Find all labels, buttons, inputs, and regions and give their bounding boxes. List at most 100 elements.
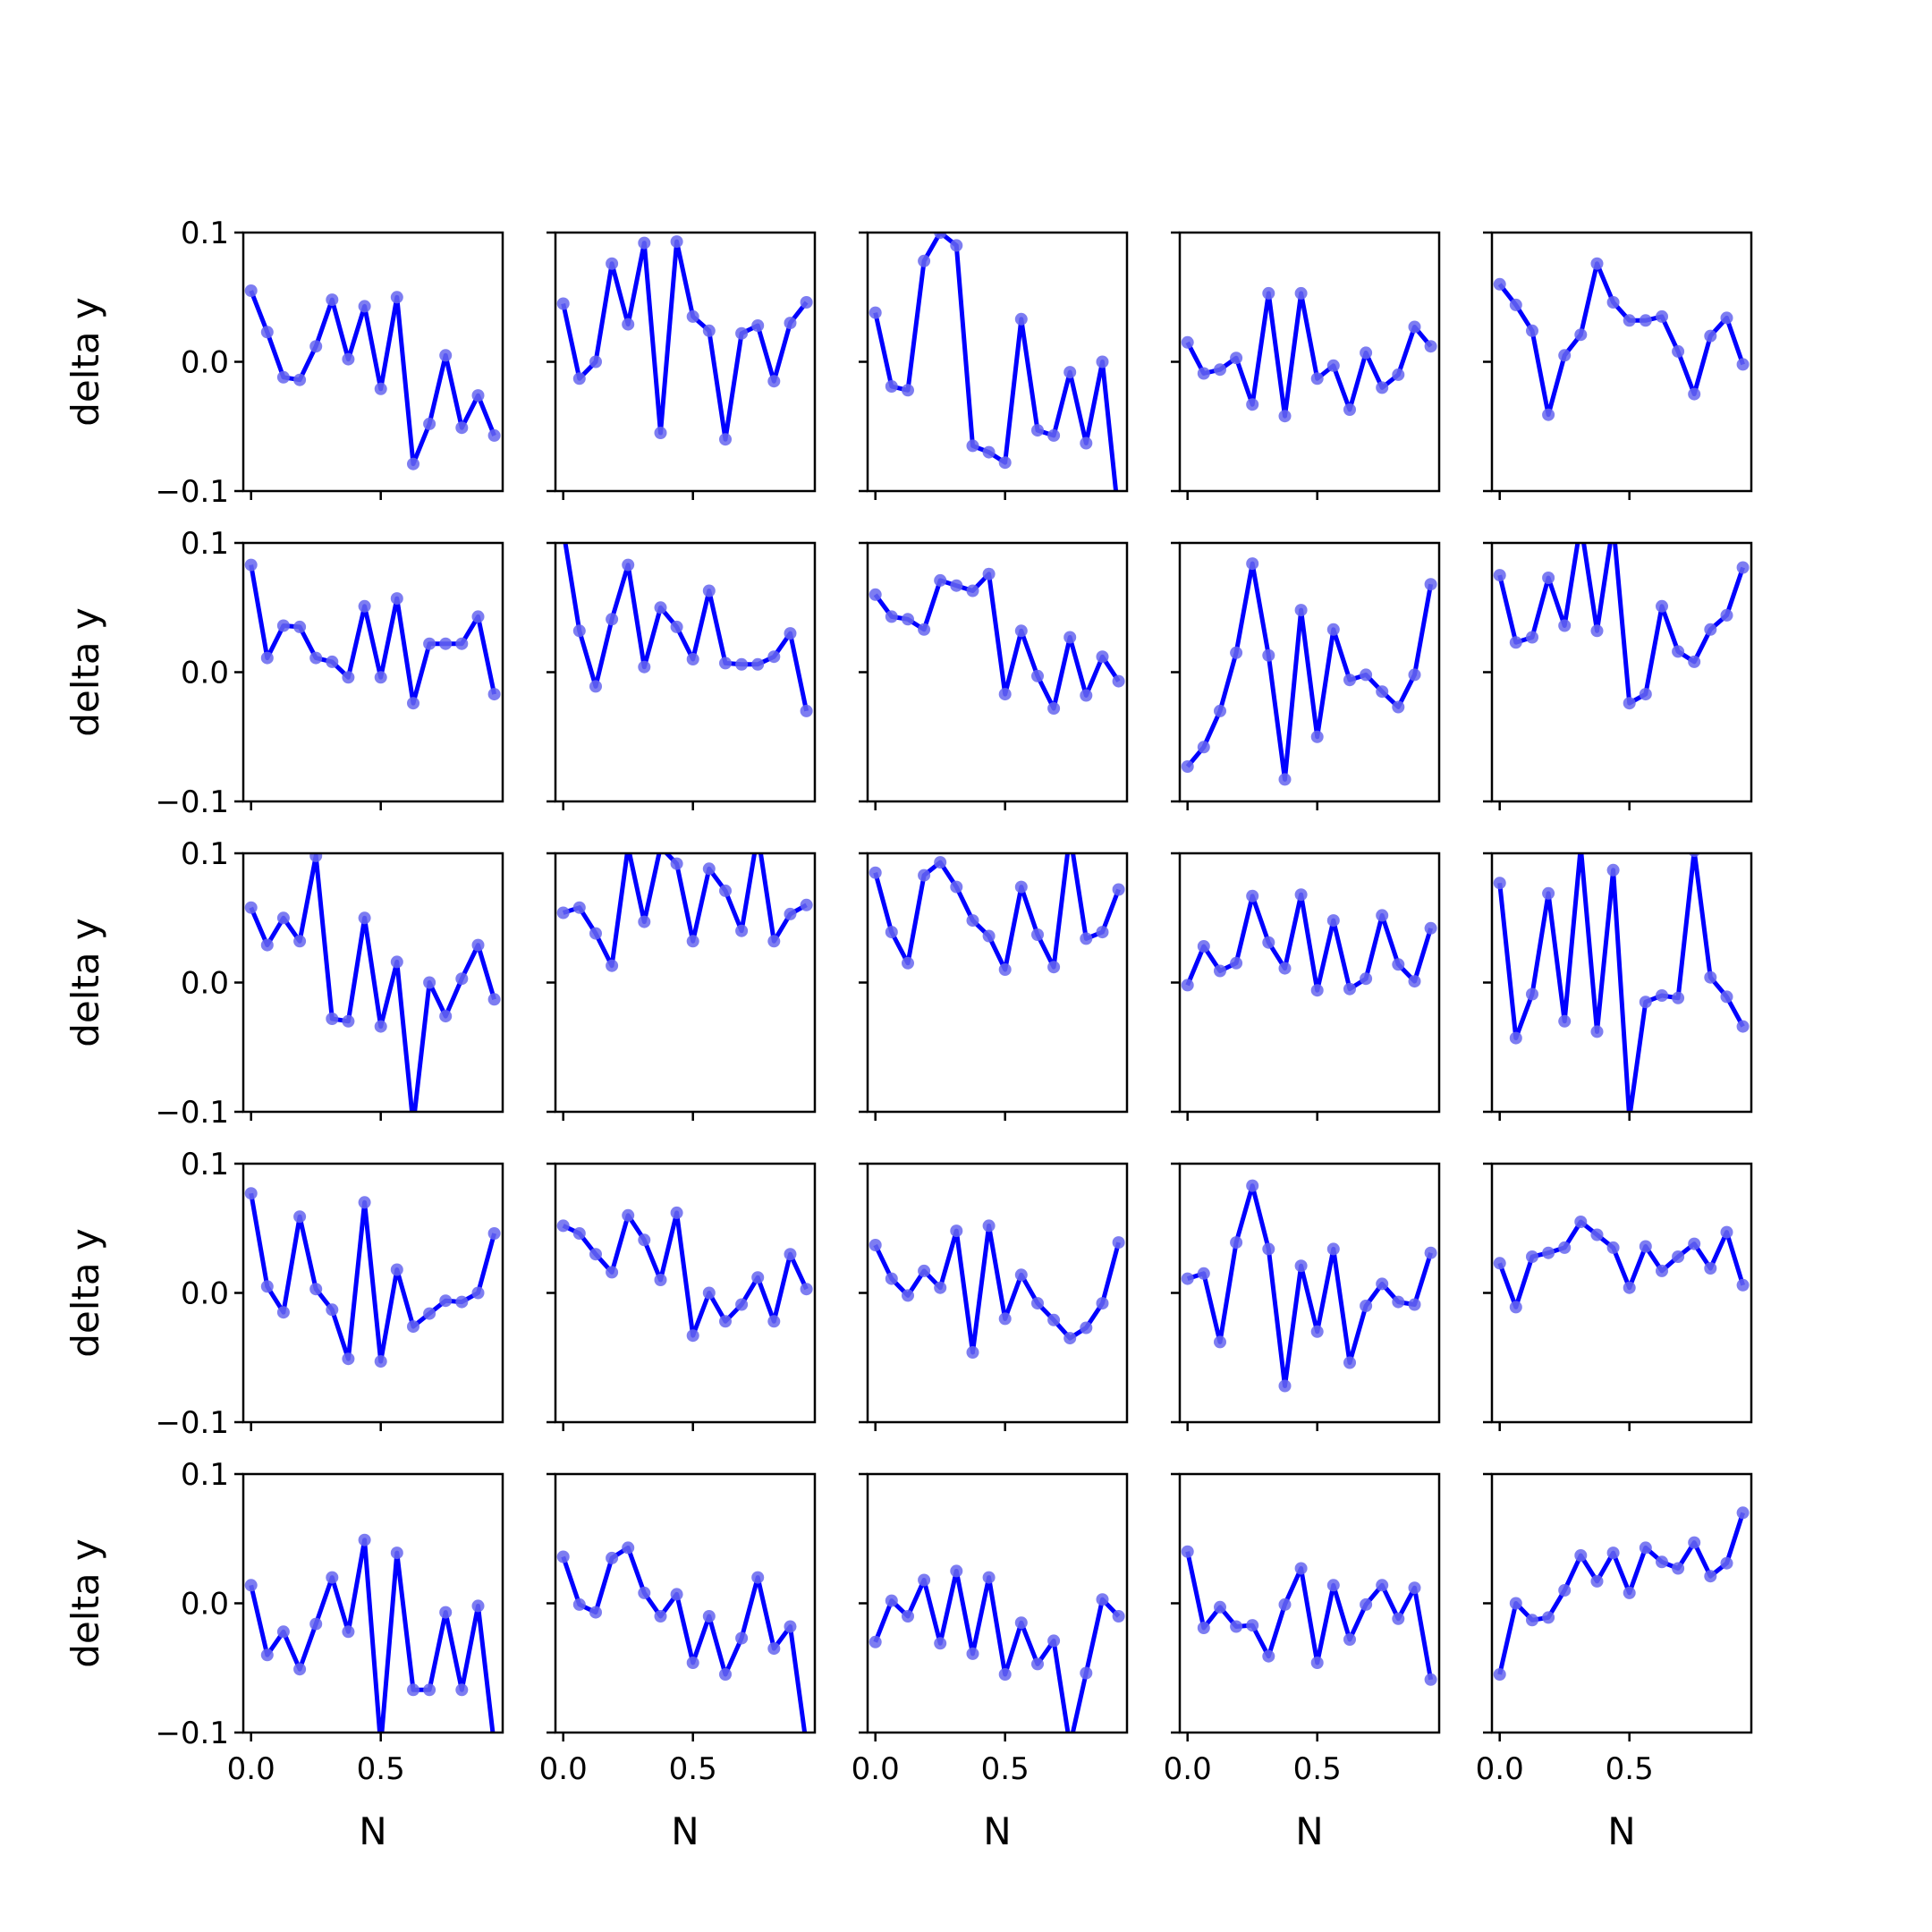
data-point (1343, 1633, 1356, 1646)
subplot-r5-c2: 0.0 0.5 N (539, 1472, 817, 1853)
data-point (1262, 648, 1275, 662)
data-point (1639, 1240, 1652, 1253)
data-point (606, 1551, 619, 1564)
data-point (1326, 914, 1340, 928)
data-point (1526, 1250, 1538, 1263)
data-point (309, 340, 323, 353)
data-point (1112, 883, 1125, 896)
data-point (1493, 877, 1506, 890)
data-point (784, 1248, 797, 1261)
data-point (1688, 1536, 1701, 1549)
data-point (1558, 1241, 1572, 1254)
axes-frame (554, 852, 817, 1114)
data-point (1326, 1579, 1340, 1592)
series-line (563, 543, 809, 712)
y-tick-label: −0.1 (155, 784, 229, 820)
data-point (1310, 730, 1324, 743)
data-point (606, 613, 619, 626)
axes-frame (242, 231, 504, 493)
data-point (966, 584, 979, 597)
data-point (751, 1571, 765, 1584)
data-point (572, 372, 586, 386)
data-point (487, 428, 501, 442)
data-point (1294, 1562, 1308, 1575)
data-point (1623, 1281, 1636, 1294)
data-point (735, 326, 749, 340)
subplot-r1-c5 (1483, 231, 1753, 500)
data-point (1424, 1246, 1437, 1259)
subplot-r5-c3: 0.0 0.5 N (852, 1472, 1129, 1853)
data-point (423, 417, 436, 430)
data-point (439, 349, 453, 362)
data-point (1526, 1614, 1538, 1627)
subplot-r1-c1: −0.1 0.0 0.1 delta y (64, 216, 504, 510)
data-point (950, 1224, 963, 1238)
series-group (1493, 543, 1750, 710)
data-point (934, 1281, 947, 1294)
data-point (1246, 1179, 1259, 1192)
subplot-r4-c4 (1171, 1162, 1441, 1431)
data-point (1509, 636, 1522, 649)
series-line (249, 853, 496, 1112)
data-point (1408, 320, 1421, 334)
data-point (670, 620, 683, 633)
data-point (767, 1642, 781, 1656)
data-point (1014, 1616, 1028, 1630)
data-point (702, 584, 716, 597)
series-group (869, 1219, 1125, 1359)
data-point (869, 866, 882, 879)
series-line (249, 290, 496, 467)
data-point (622, 1541, 635, 1555)
data-point (276, 370, 290, 384)
data-point (1326, 1242, 1340, 1256)
data-point (606, 257, 619, 270)
data-point (439, 1294, 453, 1308)
data-point (1424, 340, 1437, 353)
x-axis-label: N (671, 1809, 699, 1853)
series-group (1493, 1216, 1750, 1314)
data-point (326, 1571, 339, 1584)
x-tick-label: 0.0 (852, 1751, 900, 1787)
data-point (998, 1668, 1012, 1681)
subplot-r3-c1: −0.1 0.0 0.1 delta y (64, 836, 504, 1131)
data-point (1392, 1612, 1405, 1625)
series-group (1181, 888, 1437, 997)
data-point (1509, 1301, 1522, 1314)
data-point (1606, 863, 1620, 877)
data-point (670, 1588, 683, 1601)
y-tick-label: 0.0 (181, 966, 229, 1002)
data-point (589, 355, 602, 369)
data-point (885, 1594, 898, 1607)
data-point (374, 1355, 387, 1368)
series-line (249, 564, 497, 706)
data-point (719, 1315, 732, 1328)
data-point (784, 907, 797, 920)
data-point (1688, 1237, 1701, 1250)
data-point (1080, 436, 1093, 450)
data-point (800, 296, 813, 309)
series-group (244, 1533, 496, 1733)
data-point (407, 1119, 419, 1131)
data-point (1246, 398, 1259, 411)
data-point (407, 457, 419, 470)
data-point (244, 901, 258, 914)
series-group (563, 543, 813, 717)
data-point (1047, 1313, 1061, 1326)
data-point (950, 880, 963, 894)
data-point (966, 1647, 979, 1660)
data-point (293, 1210, 307, 1224)
data-point (471, 389, 485, 402)
data-point (1408, 1581, 1421, 1595)
data-point (244, 284, 258, 297)
data-point (1294, 286, 1308, 300)
data-point (244, 1187, 258, 1200)
data-point (390, 592, 403, 606)
data-point (276, 1625, 290, 1639)
data-point (1623, 1586, 1636, 1599)
subplot-r3-c2 (547, 852, 817, 1121)
data-point (1343, 674, 1356, 687)
data-point (950, 579, 963, 592)
data-point (638, 1233, 651, 1247)
axes-frame (866, 541, 1129, 803)
data-point (1590, 624, 1604, 638)
